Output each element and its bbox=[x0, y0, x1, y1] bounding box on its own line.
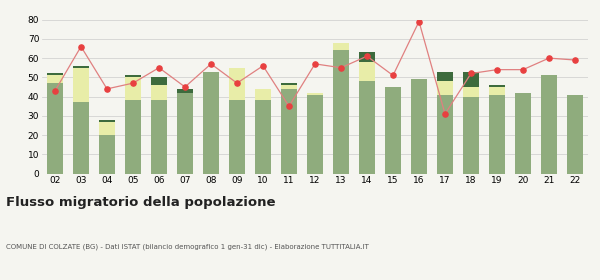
Bar bbox=[307, 93, 323, 95]
Bar bbox=[541, 75, 557, 174]
Point bbox=[76, 44, 86, 49]
Bar bbox=[229, 101, 245, 174]
Bar bbox=[463, 97, 479, 174]
Bar bbox=[98, 120, 115, 122]
Bar bbox=[47, 83, 64, 174]
Bar bbox=[151, 77, 167, 85]
Bar bbox=[566, 95, 583, 174]
Bar bbox=[254, 89, 271, 101]
Point bbox=[310, 62, 320, 66]
Bar bbox=[385, 87, 401, 174]
Point bbox=[336, 66, 346, 70]
Point bbox=[284, 104, 294, 108]
Text: Flusso migratorio della popolazione: Flusso migratorio della popolazione bbox=[6, 196, 275, 209]
Bar bbox=[73, 66, 89, 68]
Point bbox=[388, 73, 398, 78]
Point bbox=[466, 71, 476, 76]
Point bbox=[414, 19, 424, 24]
Bar bbox=[281, 89, 298, 174]
Bar bbox=[437, 72, 454, 81]
Bar bbox=[125, 75, 142, 77]
Bar bbox=[125, 101, 142, 174]
Bar bbox=[203, 72, 220, 174]
Bar bbox=[47, 75, 64, 83]
Bar bbox=[98, 122, 115, 135]
Bar bbox=[98, 135, 115, 174]
Point bbox=[154, 66, 164, 70]
Bar bbox=[332, 43, 349, 50]
Point bbox=[206, 62, 216, 66]
Bar bbox=[488, 85, 505, 87]
Point bbox=[518, 67, 528, 72]
Point bbox=[180, 85, 190, 89]
Bar bbox=[281, 83, 298, 85]
Bar bbox=[254, 101, 271, 174]
Bar bbox=[73, 68, 89, 102]
Bar bbox=[359, 62, 376, 81]
Bar bbox=[463, 87, 479, 97]
Point bbox=[128, 81, 138, 85]
Bar bbox=[488, 87, 505, 95]
Point bbox=[232, 81, 242, 85]
Bar bbox=[176, 89, 193, 93]
Bar bbox=[515, 93, 532, 174]
Bar bbox=[437, 95, 454, 174]
Bar bbox=[463, 72, 479, 87]
Point bbox=[102, 87, 112, 91]
Bar bbox=[151, 85, 167, 101]
Point bbox=[258, 64, 268, 68]
Point bbox=[440, 112, 450, 116]
Point bbox=[362, 54, 372, 59]
Point bbox=[492, 67, 502, 72]
Bar bbox=[359, 52, 376, 62]
Bar bbox=[488, 95, 505, 174]
Bar bbox=[437, 81, 454, 95]
Bar bbox=[359, 81, 376, 174]
Bar bbox=[151, 101, 167, 174]
Bar bbox=[307, 95, 323, 174]
Bar bbox=[281, 85, 298, 89]
Bar bbox=[229, 68, 245, 101]
Point bbox=[570, 58, 580, 62]
Bar bbox=[332, 50, 349, 174]
Text: COMUNE DI COLZATE (BG) - Dati ISTAT (bilancio demografico 1 gen-31 dic) - Elabor: COMUNE DI COLZATE (BG) - Dati ISTAT (bil… bbox=[6, 244, 369, 250]
Point bbox=[50, 88, 60, 93]
Bar bbox=[73, 102, 89, 174]
Bar bbox=[410, 79, 427, 174]
Point bbox=[544, 56, 554, 60]
Bar bbox=[176, 93, 193, 174]
Bar bbox=[125, 77, 142, 101]
Bar bbox=[47, 73, 64, 75]
